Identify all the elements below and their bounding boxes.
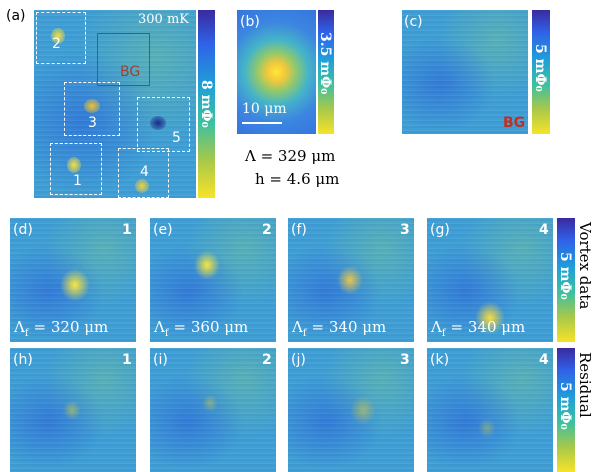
lambda-text: f xyxy=(165,328,169,339)
lambda-text: Λ xyxy=(292,318,303,336)
region-box xyxy=(36,12,86,64)
row-label: Vortex data xyxy=(576,222,592,309)
vortex-spot xyxy=(350,396,376,425)
panel-label: (k) xyxy=(430,352,449,368)
temperature: 300 mK xyxy=(138,12,189,27)
panel-label: (h) xyxy=(13,352,33,368)
vortex-spot xyxy=(202,394,218,412)
vortex-spot xyxy=(478,418,496,438)
panel-label: (b) xyxy=(240,14,260,30)
panel-label: (i) xyxy=(153,352,168,368)
panel-label: (e) xyxy=(153,222,173,238)
fit-result: h = 4.6 μm xyxy=(255,170,339,188)
vortex-number: 1 xyxy=(122,352,132,368)
vortex-number: 1 xyxy=(122,222,132,238)
colorbar-label: 5 mΦ₀ xyxy=(532,44,548,92)
row-label: Residual xyxy=(576,352,592,418)
fit-result: Λ = 329 μm xyxy=(245,147,335,165)
region-label: 5 xyxy=(172,130,181,146)
vortex-spot xyxy=(194,251,220,280)
lambda-fit: Λf = 320 μm xyxy=(14,318,108,339)
panel-label: (c) xyxy=(404,14,423,30)
colorbar-label: 5 mΦ₀ xyxy=(557,382,573,430)
scale-bar-label: 10 μm xyxy=(242,101,287,117)
panel-image xyxy=(288,348,414,472)
lambda-text: = 360 μm xyxy=(174,318,249,336)
figure: (a) 2 BG 3 5 1 4 300 mK 8 mΦ₀ (b) 10 μm … xyxy=(0,0,592,472)
vortex-number: 4 xyxy=(539,352,549,368)
vortex-number: 2 xyxy=(262,222,272,238)
lambda-text: f xyxy=(442,328,446,339)
colorbar-label: 5 mΦ₀ xyxy=(557,252,573,300)
vortex-number: 2 xyxy=(262,352,272,368)
lambda-text: f xyxy=(303,328,307,339)
colorbar-label: 8 mΦ₀ xyxy=(198,80,214,128)
region-box xyxy=(137,97,190,152)
lambda-text: = 320 μm xyxy=(34,318,109,336)
scale-bar xyxy=(242,122,282,124)
vortex-number: 4 xyxy=(539,222,549,238)
lambda-text: = 340 μm xyxy=(451,318,526,336)
panel-label: (a) xyxy=(6,8,26,24)
region-label: BG xyxy=(503,115,525,131)
region-label: 2 xyxy=(52,36,61,52)
region-label: 3 xyxy=(88,115,97,131)
vortex-number: 3 xyxy=(400,222,410,238)
panel-label: (f) xyxy=(291,222,307,238)
panel-image xyxy=(150,348,276,472)
lambda-text: = 340 μm xyxy=(312,318,387,336)
colorbar-label: 3.5 mΦ₀ xyxy=(317,32,333,94)
region-label: 1 xyxy=(73,173,82,189)
lambda-fit: Λf = 340 μm xyxy=(431,318,525,339)
vortex-spot xyxy=(337,266,363,295)
region-label: BG xyxy=(120,64,140,80)
lambda-fit: Λf = 340 μm xyxy=(292,318,386,339)
lambda-text: Λ xyxy=(14,318,25,336)
vortex-number: 3 xyxy=(400,352,410,368)
lambda-text: Λ xyxy=(154,318,165,336)
panel-label: (d) xyxy=(13,222,33,238)
lambda-text: f xyxy=(25,328,29,339)
lambda-fit: Λf = 360 μm xyxy=(154,318,248,339)
region-label: 4 xyxy=(140,164,149,180)
vortex-spot xyxy=(63,400,81,420)
vortex-spot xyxy=(60,269,90,302)
panel-label: (j) xyxy=(291,352,306,368)
lambda-text: Λ xyxy=(431,318,442,336)
panel-label: (g) xyxy=(430,222,450,238)
